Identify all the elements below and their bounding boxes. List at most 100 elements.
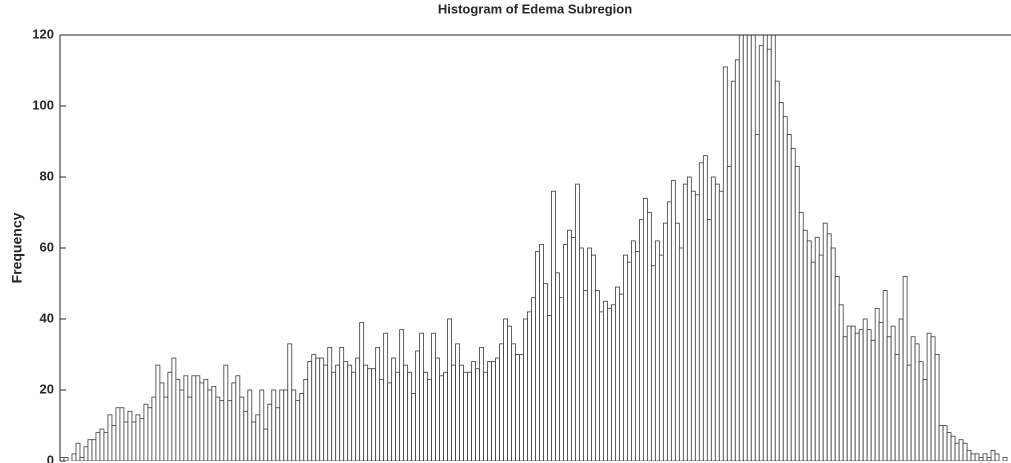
bar	[662, 222, 668, 461]
bar	[990, 449, 996, 461]
bar	[734, 59, 740, 461]
bar	[179, 389, 185, 461]
y-tick-label: 0	[47, 452, 54, 463]
bar	[431, 332, 437, 461]
bar	[251, 421, 257, 461]
bar	[291, 389, 297, 461]
bar	[263, 428, 269, 461]
bar	[850, 325, 856, 461]
bar	[770, 35, 776, 461]
bar	[203, 378, 209, 461]
bar	[247, 389, 253, 461]
bar	[151, 396, 157, 461]
bar	[471, 361, 476, 461]
bar	[139, 417, 145, 461]
bar	[571, 236, 576, 461]
bar	[946, 432, 952, 461]
bar	[235, 375, 241, 461]
bar	[818, 254, 824, 461]
bar	[563, 244, 568, 461]
bar	[615, 286, 620, 461]
bar	[543, 283, 548, 461]
bar	[766, 48, 772, 461]
bar	[371, 368, 377, 461]
bar	[782, 116, 788, 461]
bar	[307, 361, 313, 461]
bar	[642, 197, 648, 461]
bar	[994, 453, 1000, 461]
bar	[91, 439, 97, 461]
bar	[958, 439, 964, 461]
bar	[846, 325, 852, 461]
bar	[535, 251, 540, 461]
bar	[327, 346, 333, 461]
bar	[363, 364, 369, 461]
bar	[706, 219, 712, 461]
bar	[654, 240, 660, 461]
bar	[163, 396, 169, 461]
bar	[690, 190, 696, 461]
bar	[591, 254, 596, 461]
y-axis-label: Frequency	[9, 212, 25, 283]
bar	[738, 35, 744, 461]
bar	[287, 343, 293, 461]
bar	[279, 389, 285, 461]
bar	[231, 382, 237, 461]
bar	[595, 290, 600, 461]
bar	[670, 180, 676, 461]
bar	[555, 272, 560, 461]
bar	[99, 428, 105, 461]
bar	[187, 396, 193, 461]
bar	[702, 155, 708, 461]
bar	[718, 190, 724, 461]
bar	[351, 371, 357, 461]
bar	[439, 375, 444, 461]
bar	[954, 442, 960, 461]
bar	[463, 371, 468, 461]
bar	[539, 244, 544, 461]
y-tick-label: 80	[40, 168, 54, 183]
bar	[395, 371, 401, 461]
bar	[147, 407, 153, 461]
bar	[515, 354, 520, 461]
bar	[195, 375, 201, 461]
bar	[774, 80, 780, 461]
bar	[207, 389, 213, 461]
bar	[678, 247, 684, 461]
bar	[914, 343, 920, 461]
bar	[75, 442, 81, 461]
bar	[599, 311, 604, 461]
bar	[107, 414, 113, 461]
bar	[686, 176, 692, 461]
bar	[375, 346, 381, 461]
bar	[866, 329, 872, 461]
bar	[926, 332, 932, 461]
bar	[211, 386, 217, 461]
bar	[215, 396, 221, 461]
bar	[60, 457, 65, 461]
bar	[323, 364, 329, 461]
bar	[714, 183, 720, 461]
bar	[223, 364, 229, 461]
bar	[391, 357, 397, 461]
bar	[710, 176, 716, 461]
bar	[878, 322, 884, 461]
bar	[754, 133, 760, 461]
bar	[898, 318, 904, 461]
bar	[407, 371, 413, 461]
bar	[978, 457, 984, 461]
bar	[435, 357, 441, 461]
bar	[882, 290, 888, 461]
bar	[806, 240, 812, 461]
bar	[890, 325, 896, 461]
bar	[966, 449, 972, 461]
bar	[802, 229, 808, 461]
bar	[627, 261, 632, 461]
bar	[443, 371, 448, 461]
bar	[355, 357, 361, 461]
bar	[611, 304, 616, 461]
bar	[271, 389, 277, 461]
bar	[798, 212, 804, 461]
bar	[103, 432, 109, 461]
